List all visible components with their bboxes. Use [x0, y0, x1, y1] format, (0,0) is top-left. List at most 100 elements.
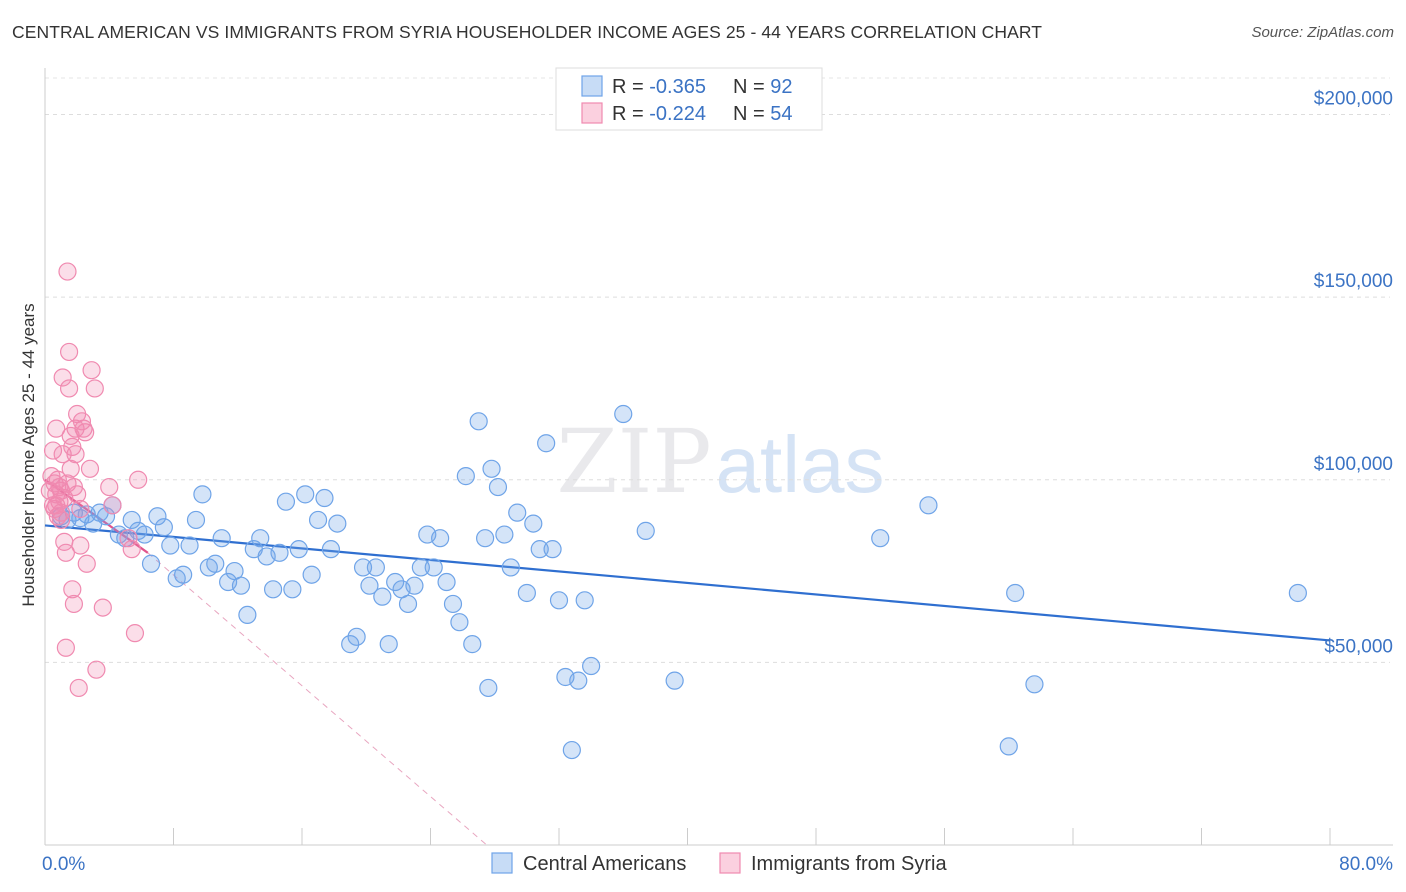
y-tick-label-3: $200,000 [1314, 89, 1393, 110]
central-point-42 [321, 540, 341, 559]
syria-point-51 [71, 499, 90, 519]
x-tick-label-1: 80.0% [1339, 854, 1393, 875]
syria-point-30 [66, 445, 85, 464]
central-point-90 [1025, 675, 1044, 694]
central-point-77 [549, 591, 569, 610]
syria-point-48 [122, 540, 141, 559]
central-point-45 [347, 627, 366, 646]
central-point-59 [437, 572, 456, 592]
syria-point-44 [93, 598, 112, 617]
legend-r-label-1: R = [612, 76, 649, 98]
syria-point-14 [53, 445, 72, 464]
syria-point-18 [56, 543, 75, 562]
syria-point-9 [48, 470, 67, 489]
central-point-79 [562, 740, 581, 760]
x-tick-labels: 0.0% 80.0% [42, 854, 1393, 875]
central-point-28 [231, 576, 251, 595]
central-point-33 [263, 580, 283, 599]
y-tick-labels: $50,000 $100,000 $150,000 $200,000 [1314, 89, 1393, 658]
central-point-44 [341, 635, 360, 654]
chart-title: CENTRAL AMERICAN VS IMMIGRANTS FROM SYRI… [12, 22, 1043, 42]
bottom-legend-swatch-central [491, 852, 513, 874]
syria-point-53 [47, 496, 66, 515]
syria-point-50 [129, 470, 148, 489]
central-point-37 [289, 540, 308, 559]
syria-point-43 [87, 660, 106, 679]
central-point-69 [495, 525, 514, 544]
central-point-41 [315, 488, 334, 508]
y-tick-label-2: $150,000 [1314, 271, 1393, 292]
central-point-31 [251, 529, 270, 548]
central-point-71 [508, 503, 527, 522]
central-point-83 [614, 404, 633, 424]
legend-swatch-syria [581, 102, 603, 124]
central-point-73 [524, 514, 543, 533]
trend-extension-syria [147, 552, 488, 846]
central-point-48 [366, 558, 385, 577]
central-point-11 [122, 510, 141, 530]
central-point-81 [575, 591, 594, 610]
syria-point-34 [69, 678, 88, 698]
central-point-36 [283, 580, 302, 599]
bottom-legend-syria: Immigrants from Syria [751, 853, 947, 875]
syria-point-33 [68, 485, 87, 504]
syria-point-36 [72, 412, 92, 431]
central-point-57 [424, 558, 443, 577]
central-point-76 [543, 540, 562, 559]
syria-point-45 [100, 477, 119, 497]
legend-n-value-2: 54 [770, 103, 792, 125]
central-point-14 [141, 554, 161, 573]
central-point-84 [636, 521, 655, 540]
syria-point-23 [59, 379, 79, 398]
syria-point-42 [85, 379, 104, 398]
central-point-82 [582, 656, 601, 676]
y-axis-label: Householder Income Ages 25 - 44 years [19, 303, 38, 606]
central-point-86 [871, 529, 890, 548]
central-point-58 [431, 529, 450, 548]
central-point-43 [328, 514, 347, 533]
central-point-53 [398, 594, 418, 614]
watermark-zip: ZIP [556, 410, 711, 513]
central-point-13 [135, 525, 154, 544]
legend-r-value-1: -0.365 [649, 76, 706, 98]
syria-point-22 [59, 342, 79, 362]
syria-point-15 [53, 368, 72, 387]
central-point-65 [476, 529, 495, 548]
central-point-35 [276, 492, 296, 511]
legend-r-label-2: R = [612, 103, 649, 125]
central-point-61 [450, 613, 469, 632]
syria-point-3 [43, 441, 63, 460]
correlation-legend: R = -0.365 N = 92 R = -0.224 N = 54 [555, 67, 823, 131]
central-point-70 [501, 558, 520, 577]
syria-point-46 [103, 496, 122, 515]
central-point-7 [96, 507, 116, 526]
central-point-74 [530, 540, 549, 559]
central-point-54 [405, 576, 424, 595]
central-point-50 [379, 635, 398, 654]
syria-point-38 [76, 423, 95, 442]
syria-point-35 [71, 536, 90, 555]
x-tick-label-0: 0.0% [42, 854, 85, 875]
source-credit: Source: ZipAtlas.com [1251, 24, 1394, 41]
central-point-20 [180, 536, 199, 555]
legend-n-label-2: N = [733, 103, 770, 125]
central-point-68 [488, 477, 508, 497]
legend-n-value-1: 92 [770, 76, 792, 98]
central-point-60 [443, 594, 463, 614]
syria-point-47 [119, 529, 138, 548]
svg-text:R = -0.365: R = -0.365 [612, 76, 706, 98]
y-tick-label-1: $100,000 [1314, 454, 1393, 475]
syria-point-41 [82, 361, 101, 380]
legend-swatch-central [581, 75, 603, 97]
central-point-89 [1006, 583, 1025, 603]
syria-point-21 [58, 262, 77, 281]
central-point-91 [1288, 583, 1307, 603]
watermark-atlas: atlas [716, 420, 885, 509]
central-point-46 [353, 558, 373, 577]
central-point-80 [569, 671, 588, 690]
bottom-legend-central: Central Americans [523, 853, 686, 875]
central-point-24 [206, 554, 225, 573]
syria-point-7 [47, 419, 66, 438]
central-point-40 [308, 510, 328, 530]
